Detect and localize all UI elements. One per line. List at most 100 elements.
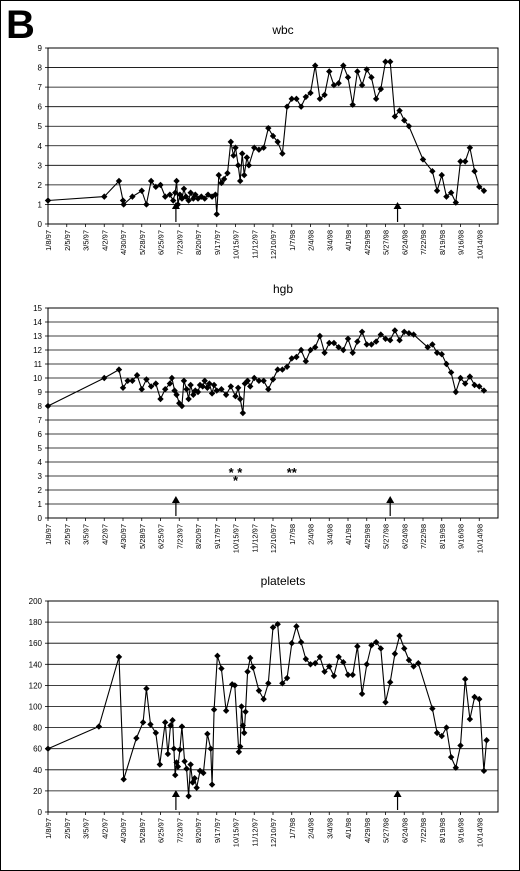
data-point xyxy=(185,197,192,204)
data-point xyxy=(363,66,370,73)
y-tick-label: 120 xyxy=(29,681,43,690)
data-point xyxy=(302,358,310,365)
data-point xyxy=(147,721,154,728)
y-tick-label: 6 xyxy=(38,103,43,112)
x-tick-label: 3/5/97 xyxy=(82,524,91,545)
data-point xyxy=(293,95,300,103)
data-point xyxy=(228,681,236,688)
data-point xyxy=(429,341,436,348)
x-tick-label: 4/29/98 xyxy=(363,524,372,549)
data-point xyxy=(220,175,228,183)
data-point xyxy=(161,719,169,726)
data-point xyxy=(368,642,375,649)
data-point xyxy=(120,776,127,783)
data-point xyxy=(321,91,328,99)
data-point xyxy=(447,369,455,376)
data-point xyxy=(147,383,155,390)
data-point xyxy=(191,775,198,782)
data-point xyxy=(311,660,319,667)
x-tick-label: 1/7/98 xyxy=(288,818,297,839)
data-point xyxy=(476,183,483,191)
data-point xyxy=(44,745,52,752)
data-point xyxy=(152,380,160,387)
data-point xyxy=(363,661,370,668)
data-point xyxy=(187,761,194,768)
data-point xyxy=(265,680,272,687)
data-point xyxy=(344,74,352,81)
data-point xyxy=(95,723,103,730)
data-point xyxy=(358,690,366,698)
data-point xyxy=(480,767,488,775)
data-point xyxy=(174,763,182,770)
data-point xyxy=(401,328,408,335)
y-tick-label: 80 xyxy=(33,724,42,733)
x-tick-label: 4/2/97 xyxy=(100,524,109,545)
x-tick-label: 2/5/97 xyxy=(63,818,72,839)
x-tick-label: 4/2/97 xyxy=(100,230,109,251)
x-tick-label: 6/24/98 xyxy=(400,230,409,255)
data-point xyxy=(326,339,333,347)
data-point xyxy=(349,101,356,108)
x-tick-label: 9/16/98 xyxy=(457,818,466,843)
data-point xyxy=(210,706,218,713)
x-tick-label: 7/23/97 xyxy=(175,524,184,549)
data-point xyxy=(187,381,194,389)
data-point xyxy=(288,640,295,647)
data-point xyxy=(194,388,202,396)
data-point xyxy=(377,645,385,652)
data-point xyxy=(124,377,131,384)
data-point xyxy=(274,138,281,146)
x-tick-label: 2/5/97 xyxy=(63,230,72,251)
data-point xyxy=(457,742,464,749)
data-point xyxy=(230,152,237,159)
chart-wbc: wbc 0 1 2 3 4 5 6 7 8 9 1/8/97 2/5/97 3/5/97 4/2/97 4/3… xyxy=(38,23,499,259)
x-tick-label: 7/23/97 xyxy=(175,818,184,843)
data-point xyxy=(245,162,253,169)
arrow-head xyxy=(171,790,180,797)
data-point xyxy=(138,386,145,393)
x-tick-label: 2/4/98 xyxy=(307,818,316,839)
data-point xyxy=(452,388,460,396)
data-point xyxy=(173,391,180,398)
arrow-head xyxy=(171,202,180,209)
x-tick-label: 10/14/98 xyxy=(475,230,484,259)
data-point xyxy=(176,746,184,753)
data-point xyxy=(382,699,389,706)
x-tick-label: 1/8/97 xyxy=(44,524,53,545)
data-point xyxy=(391,113,399,120)
x-tick-label: 9/17/97 xyxy=(213,524,222,549)
data-point xyxy=(377,85,385,93)
y-tick-label: 3 xyxy=(38,472,43,481)
data-point xyxy=(480,387,488,394)
data-point xyxy=(260,695,267,703)
data-point xyxy=(239,409,247,417)
data-point xyxy=(119,384,127,391)
data-point xyxy=(340,346,347,354)
data-point xyxy=(344,335,352,342)
data-point xyxy=(372,638,380,646)
data-point xyxy=(283,103,291,110)
data-point xyxy=(249,664,257,671)
y-tick-label: 0 xyxy=(38,514,43,523)
data-point xyxy=(326,663,333,670)
data-point xyxy=(363,341,370,348)
y-tick-label: 1 xyxy=(38,200,43,209)
data-point xyxy=(170,197,177,204)
data-point xyxy=(419,156,427,163)
data-point xyxy=(167,722,174,729)
data-point xyxy=(316,95,324,103)
data-point xyxy=(452,199,460,206)
data-point xyxy=(471,168,478,175)
y-tick-label: 7 xyxy=(38,83,43,92)
data-point xyxy=(269,376,277,383)
data-point xyxy=(201,195,208,202)
data-point xyxy=(224,169,231,177)
data-point xyxy=(443,193,450,200)
data-point xyxy=(185,395,192,403)
data-point xyxy=(297,103,305,110)
x-tick-label: 4/2/97 xyxy=(100,818,109,839)
data-point xyxy=(143,685,150,692)
y-tick-label: 14 xyxy=(33,318,42,327)
data-point xyxy=(293,353,300,361)
x-tick-label: 8/20/97 xyxy=(194,230,203,255)
